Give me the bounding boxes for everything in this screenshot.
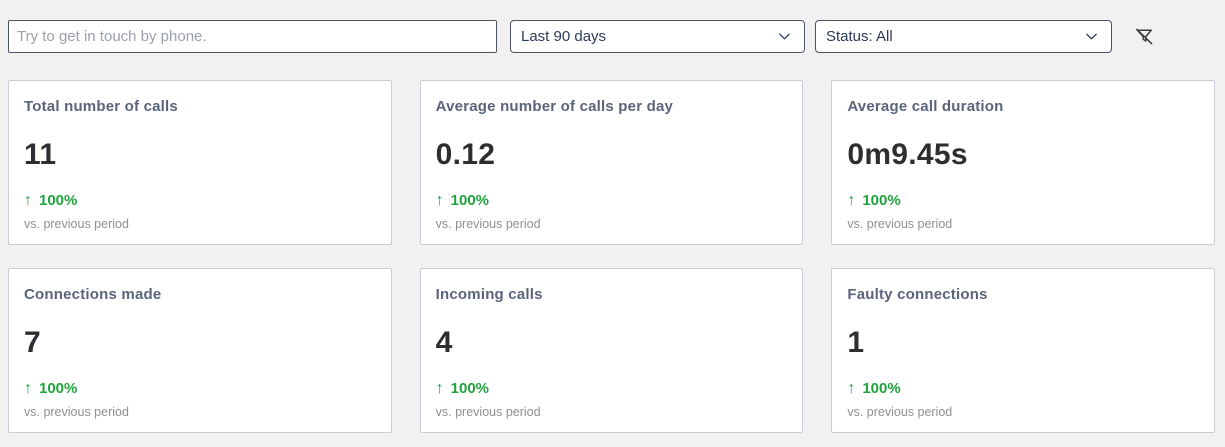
- trend-percent: 100%: [39, 192, 78, 209]
- date-range-value: Last 90 days: [521, 28, 607, 45]
- stat-card-caption: vs. previous period: [435, 405, 541, 419]
- stat-card-caption: vs. previous period: [24, 217, 129, 231]
- stat-card-value: 11: [24, 138, 57, 171]
- stat-card-title: Average number of calls per day: [435, 98, 674, 115]
- trend-percent: 100%: [39, 380, 78, 397]
- stat-card-title: Average call duration: [847, 98, 1004, 115]
- stat-card-trend: ↑ 100%: [436, 379, 787, 399]
- stat-card-value: 0m9.45s: [847, 138, 968, 171]
- call-stats-dashboard: Last 90 days Status: All Total number of…: [0, 20, 1225, 447]
- stat-card-trend: ↑ 100%: [24, 191, 375, 211]
- clear-filters-button[interactable]: [1129, 22, 1159, 52]
- stat-card-connections-made: Connections made 7 ↑ 100% vs. previous p…: [8, 268, 392, 433]
- stat-card-value: 0.12: [435, 138, 496, 171]
- stat-card-total-calls: Total number of calls 11 ↑ 100% vs. prev…: [8, 80, 392, 245]
- filter-bar: Last 90 days Status: All: [8, 20, 1215, 53]
- trend-up-arrow-icon: ↑: [435, 192, 444, 209]
- trend-up-arrow-icon: ↑: [24, 380, 32, 397]
- stat-card-avg-call-duration: Average call duration 0m9.45s ↑ 100% vs.…: [831, 80, 1215, 245]
- trend-up-arrow-icon: ↑: [435, 380, 444, 397]
- chevron-down-icon: [779, 33, 790, 40]
- date-range-select[interactable]: Last 90 days: [510, 20, 805, 53]
- stat-card-trend: ↑ 100%: [24, 379, 375, 399]
- status-select[interactable]: Status: All: [815, 20, 1112, 53]
- stat-card-value: 4: [435, 326, 453, 359]
- trend-percent: 100%: [862, 380, 901, 397]
- stat-card-value: 1: [847, 326, 865, 359]
- stat-card-incoming-calls: Incoming calls 4 ↑ 100% vs. previous per…: [419, 268, 804, 433]
- stat-card-faulty-connections: Faulty connections 1 ↑ 100% vs. previous…: [831, 268, 1215, 433]
- trend-percent: 100%: [450, 380, 490, 397]
- stat-card-value: 7: [24, 326, 41, 359]
- stat-card-title: Incoming calls: [435, 286, 543, 303]
- stat-card-avg-calls-per-day: Average number of calls per day 0.12 ↑ 1…: [419, 80, 804, 245]
- stats-grid: Total number of calls 11 ↑ 100% vs. prev…: [8, 80, 1215, 433]
- stat-card-title: Faulty connections: [847, 286, 988, 303]
- search-input[interactable]: [8, 20, 497, 53]
- stat-card-trend: ↑ 100%: [847, 191, 1198, 211]
- status-value: Status: All: [826, 28, 893, 45]
- filter-off-icon: [1135, 28, 1152, 45]
- stat-card-caption: vs. previous period: [435, 217, 541, 231]
- trend-up-arrow-icon: ↑: [847, 380, 856, 397]
- trend-percent: 100%: [862, 192, 901, 209]
- trend-up-arrow-icon: ↑: [847, 192, 856, 209]
- chevron-down-icon: [1086, 33, 1097, 40]
- stat-card-caption: vs. previous period: [847, 217, 953, 231]
- trend-percent: 100%: [450, 192, 490, 209]
- stat-card-title: Total number of calls: [24, 98, 178, 115]
- stat-card-trend: ↑ 100%: [847, 379, 1198, 399]
- stat-card-title: Connections made: [24, 286, 162, 303]
- stat-card-caption: vs. previous period: [847, 405, 953, 419]
- stat-card-caption: vs. previous period: [24, 405, 129, 419]
- stat-card-trend: ↑ 100%: [436, 191, 787, 211]
- trend-up-arrow-icon: ↑: [24, 192, 32, 209]
